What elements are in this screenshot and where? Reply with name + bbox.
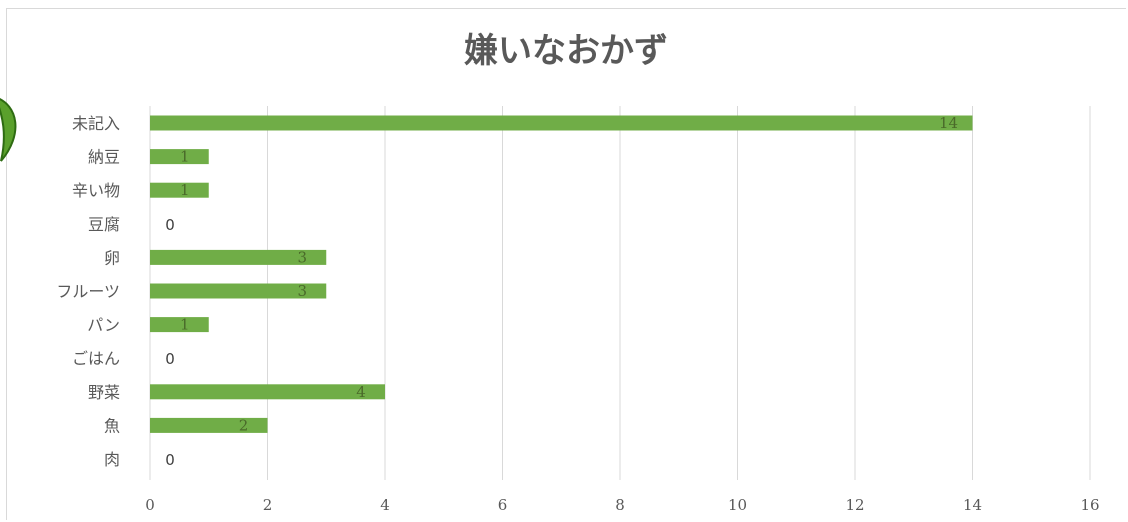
bar [150,384,385,400]
bar [150,417,268,433]
category-label: ごはん [72,349,120,368]
bars [150,115,973,433]
data-label: 1 [180,148,190,166]
data-label: 3 [297,282,307,300]
x-tick-label: 8 [615,496,625,514]
category-label: 豆腐 [88,215,120,234]
leaf-decoration [0,98,17,162]
category-label: 納豆 [88,148,120,167]
bar [150,317,209,333]
data-label: 0 [165,216,175,234]
x-axis-tick-labels: 0 2 4 6 8 10 12 14 16 [145,496,1099,514]
category-label: フルーツ [56,282,120,301]
category-label: パン [87,316,120,335]
x-tick-label: 0 [145,496,155,514]
data-label: 1 [180,316,190,334]
data-label: 0 [165,350,175,368]
x-tick-label: 12 [845,496,864,514]
data-label: 3 [297,248,307,266]
x-tick-label: 16 [1080,496,1099,514]
chart-title: 嫌いなおかず [464,31,668,71]
bar [150,115,973,131]
category-label: 卵 [104,248,120,267]
data-label: 0 [165,451,175,469]
bar [150,182,209,198]
x-tick-label: 14 [963,496,982,514]
category-label: 未記入 [72,114,120,133]
category-label: 魚 [104,416,120,435]
bar [150,249,327,265]
category-label: 野菜 [88,383,120,402]
chart-frame [0,8,1126,520]
category-label: 肉 [104,450,120,469]
bar [150,283,327,299]
x-tick-label: 6 [498,496,508,514]
data-label: 1 [180,181,190,199]
bar [150,149,209,165]
data-label: 4 [356,383,366,401]
x-tick-label: 2 [263,496,273,514]
data-label: 14 [939,114,958,132]
data-label: 2 [239,416,249,434]
category-label: 辛い物 [72,181,120,200]
x-tick-label: 4 [380,496,390,514]
x-tick-label: 10 [728,496,747,514]
